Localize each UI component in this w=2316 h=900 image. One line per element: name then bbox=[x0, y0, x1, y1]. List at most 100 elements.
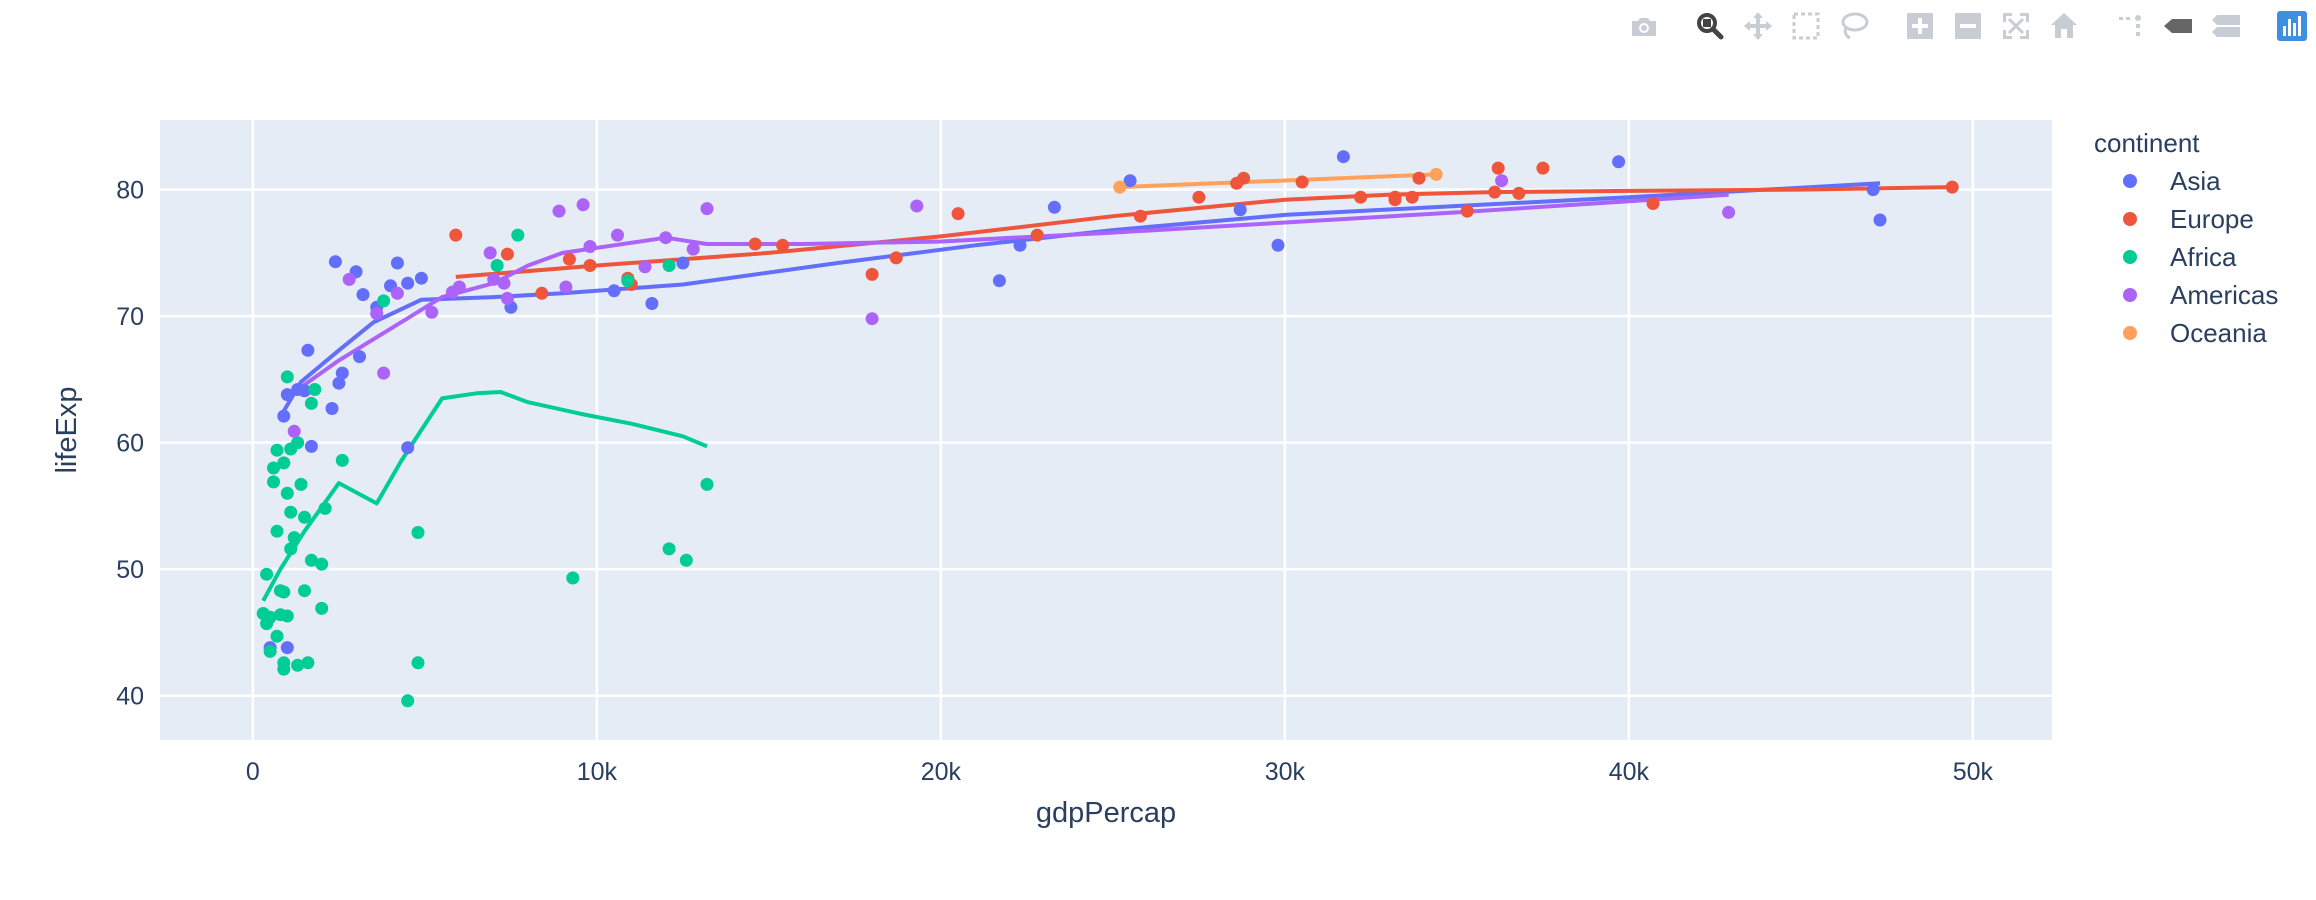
point-americas[interactable] bbox=[370, 307, 384, 321]
point-africa[interactable] bbox=[679, 553, 693, 567]
point-asia[interactable] bbox=[645, 297, 659, 310]
point-europe[interactable] bbox=[1237, 171, 1251, 185]
point-africa[interactable] bbox=[662, 259, 676, 272]
point-americas[interactable] bbox=[425, 305, 439, 319]
point-europe[interactable] bbox=[449, 228, 463, 242]
point-asia[interactable] bbox=[607, 284, 621, 298]
point-europe[interactable] bbox=[1488, 185, 1502, 199]
point-americas[interactable] bbox=[452, 280, 466, 294]
pan-icon[interactable] bbox=[1740, 8, 1776, 44]
point-europe[interactable] bbox=[1536, 161, 1550, 175]
point-europe[interactable] bbox=[1192, 190, 1206, 204]
point-asia[interactable] bbox=[401, 276, 415, 290]
point-asia[interactable] bbox=[298, 384, 311, 398]
point-americas[interactable] bbox=[500, 291, 514, 305]
point-oceania[interactable] bbox=[1429, 167, 1443, 181]
point-asia[interactable] bbox=[304, 439, 318, 453]
point-africa[interactable] bbox=[401, 694, 415, 708]
point-asia[interactable] bbox=[335, 366, 349, 380]
lasso-icon[interactable] bbox=[1836, 8, 1872, 44]
point-africa[interactable] bbox=[298, 584, 311, 598]
point-europe[interactable] bbox=[1646, 197, 1660, 210]
point-europe[interactable] bbox=[1945, 180, 1959, 194]
point-asia[interactable] bbox=[390, 256, 404, 270]
point-americas[interactable] bbox=[342, 272, 356, 286]
legend-item-europe[interactable]: Europe bbox=[2123, 204, 2254, 234]
point-africa[interactable] bbox=[318, 501, 332, 515]
autoscale-icon[interactable] bbox=[1998, 8, 2034, 44]
point-americas[interactable] bbox=[611, 228, 624, 242]
point-americas[interactable] bbox=[483, 246, 497, 260]
legend-item-africa[interactable]: Africa bbox=[2123, 242, 2237, 272]
point-americas[interactable] bbox=[583, 240, 597, 253]
point-americas[interactable] bbox=[700, 202, 714, 216]
point-africa[interactable] bbox=[700, 477, 714, 491]
point-africa[interactable] bbox=[270, 629, 284, 643]
point-africa[interactable] bbox=[277, 585, 291, 599]
point-asia[interactable] bbox=[1873, 213, 1887, 227]
point-asia[interactable] bbox=[277, 409, 291, 423]
point-asia[interactable] bbox=[676, 256, 690, 270]
point-europe[interactable] bbox=[562, 252, 576, 266]
point-asia[interactable] bbox=[1866, 183, 1880, 197]
point-africa[interactable] bbox=[411, 526, 425, 539]
point-europe[interactable] bbox=[1491, 161, 1505, 175]
point-africa[interactable] bbox=[284, 542, 298, 556]
point-asia[interactable] bbox=[1612, 155, 1626, 169]
point-asia[interactable] bbox=[325, 402, 339, 415]
point-asia[interactable] bbox=[356, 288, 370, 302]
point-americas[interactable] bbox=[497, 276, 511, 290]
point-africa[interactable] bbox=[284, 505, 298, 519]
point-africa[interactable] bbox=[566, 571, 580, 585]
point-asia[interactable] bbox=[328, 255, 342, 269]
point-asia[interactable] bbox=[1013, 238, 1027, 252]
point-africa[interactable] bbox=[411, 656, 425, 670]
point-africa[interactable] bbox=[377, 294, 391, 308]
point-asia[interactable] bbox=[1047, 200, 1061, 214]
point-africa[interactable] bbox=[277, 456, 291, 470]
point-europe[interactable] bbox=[748, 237, 762, 251]
plotly-logo-icon[interactable] bbox=[2274, 8, 2310, 44]
spike-lines-icon[interactable] bbox=[2112, 8, 2148, 44]
point-africa[interactable] bbox=[315, 601, 329, 615]
point-asia[interactable] bbox=[992, 274, 1006, 288]
point-africa[interactable] bbox=[304, 396, 318, 410]
plot-background[interactable] bbox=[160, 120, 2052, 740]
point-europe[interactable] bbox=[1295, 175, 1309, 189]
point-europe[interactable] bbox=[1512, 186, 1526, 200]
point-africa[interactable] bbox=[315, 557, 329, 571]
point-americas[interactable] bbox=[865, 312, 879, 326]
point-europe[interactable] bbox=[1460, 204, 1474, 218]
point-asia[interactable] bbox=[332, 376, 346, 390]
point-africa[interactable] bbox=[270, 443, 284, 457]
point-americas[interactable] bbox=[377, 366, 391, 380]
point-americas[interactable] bbox=[659, 231, 673, 245]
point-americas[interactable] bbox=[1495, 174, 1509, 188]
reset-axes-icon[interactable] bbox=[2046, 8, 2082, 44]
point-africa[interactable] bbox=[294, 477, 308, 491]
point-africa[interactable] bbox=[263, 644, 277, 658]
point-africa[interactable] bbox=[308, 383, 322, 396]
point-americas[interactable] bbox=[638, 260, 652, 274]
point-asia[interactable] bbox=[401, 441, 415, 455]
point-europe[interactable] bbox=[865, 267, 879, 281]
point-europe[interactable] bbox=[889, 251, 903, 265]
point-africa[interactable] bbox=[511, 228, 525, 242]
point-americas[interactable] bbox=[487, 272, 501, 286]
point-europe[interactable] bbox=[1388, 193, 1402, 207]
point-europe[interactable] bbox=[776, 238, 790, 252]
point-americas[interactable] bbox=[390, 286, 404, 300]
point-asia[interactable] bbox=[280, 641, 294, 655]
point-europe[interactable] bbox=[535, 286, 549, 300]
point-africa[interactable] bbox=[277, 656, 291, 670]
point-africa[interactable] bbox=[621, 274, 635, 288]
point-americas[interactable] bbox=[686, 242, 700, 256]
point-americas[interactable] bbox=[559, 280, 573, 294]
point-africa[interactable] bbox=[280, 370, 294, 384]
point-africa[interactable] bbox=[287, 531, 301, 545]
zoom-in-icon[interactable] bbox=[1902, 8, 1938, 44]
point-africa[interactable] bbox=[304, 553, 318, 567]
point-asia[interactable] bbox=[1336, 150, 1350, 164]
point-africa[interactable] bbox=[280, 609, 294, 623]
point-asia[interactable] bbox=[1271, 238, 1285, 252]
